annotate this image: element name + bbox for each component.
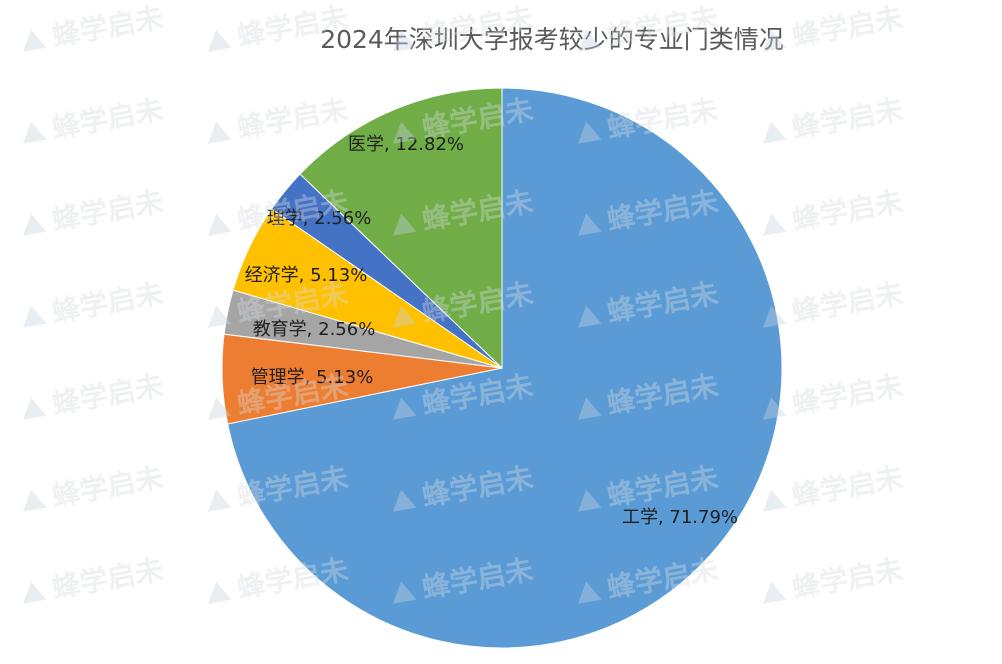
pie-slice-label-4: 经济学, 5.13% xyxy=(245,265,368,286)
pie-slice-label-3: 教育学, 2.56% xyxy=(253,319,376,340)
chart-title: 2024年深圳大学报考较少的专业门类情况 xyxy=(320,25,784,54)
pie-slice-label-6: 医学, 12.82% xyxy=(348,134,464,155)
pie-slices xyxy=(221,87,783,649)
pie-slice-label-1: 工学, 71.79% xyxy=(622,507,738,528)
pie-slice-1 xyxy=(227,87,783,649)
pie-slice-6 xyxy=(299,87,503,370)
pie-slice-label-2: 管理学, 5.13% xyxy=(251,367,374,388)
pie-slice-label-5: 理学, 2.56% xyxy=(267,208,372,229)
pie-labels: 工学, 71.79% 管理学, 5.13% 教育学, 2.56% 经济学, 5.13%… xyxy=(245,134,738,528)
